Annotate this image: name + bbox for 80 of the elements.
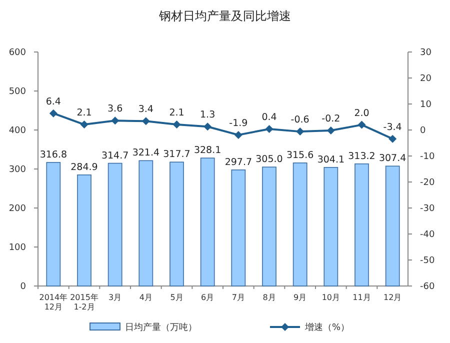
y2-tick-label: -10 <box>420 152 435 162</box>
data-label: 307.4 <box>378 153 406 164</box>
y2-tick-label: -30 <box>420 204 435 214</box>
y-tick-label: 200 <box>8 204 26 214</box>
point <box>172 120 181 129</box>
bar <box>170 162 184 286</box>
data-label: -0.2 <box>322 114 340 125</box>
x-tick-label: 6月 <box>201 293 214 302</box>
x-tick-label: 2015年 1-2月 <box>70 293 98 312</box>
bar <box>292 162 308 286</box>
y-tick-label: 600 <box>8 48 26 58</box>
y-tick-label: 400 <box>8 126 26 136</box>
data-label: 284.9 <box>70 162 98 173</box>
data-label: 317.7 <box>163 149 190 160</box>
data-label: 315.6 <box>286 150 314 161</box>
bar <box>200 158 215 286</box>
point <box>111 116 120 125</box>
data-label: 2.0 <box>354 108 370 119</box>
data-label: 2.1 <box>76 108 92 119</box>
data-label: -3.4 <box>383 122 402 133</box>
data-label: 314.7 <box>101 150 129 162</box>
point <box>49 109 58 118</box>
y2-tick-label: -40 <box>420 230 435 240</box>
y-tick-label: 500 <box>8 87 26 97</box>
data-label: 2.1 <box>169 108 184 119</box>
y2-tick-label: -20 <box>420 178 435 188</box>
y2-tick-label: 30 <box>420 48 432 58</box>
y2-tick-label: -60 <box>420 282 435 292</box>
bar <box>324 167 338 286</box>
y2-tick-label: 0 <box>420 126 426 136</box>
bar <box>231 169 246 286</box>
legend-label: 日均产量（万吨） <box>125 322 197 333</box>
point <box>326 126 335 135</box>
y2-tick-label: -50 <box>420 256 435 266</box>
point <box>388 134 397 143</box>
data-label: 3.4 <box>138 104 154 116</box>
x-tick-label: 12月 <box>383 293 402 302</box>
point <box>234 130 242 139</box>
point <box>265 124 274 133</box>
data-label: 328.1 <box>194 145 222 156</box>
data-label: 316.8 <box>40 149 68 160</box>
point <box>204 122 212 131</box>
x-tick-label: 5月 <box>170 293 184 302</box>
data-label: 0.4 <box>262 112 277 123</box>
y-tick-label: 100 <box>8 243 26 253</box>
data-label: 304.1 <box>317 154 345 166</box>
x-tick-label: 7月 <box>232 293 245 302</box>
data-label: 3.6 <box>108 104 123 115</box>
data-label: 305.0 <box>256 154 283 166</box>
y2-tick-label: 20 <box>420 74 432 84</box>
point <box>358 120 366 129</box>
data-label: 321.4 <box>132 148 160 159</box>
point <box>142 117 150 126</box>
data-label: -0.6 <box>290 114 310 126</box>
bar <box>77 174 92 286</box>
legend-label: 增速（%） <box>304 322 350 333</box>
point <box>296 128 304 136</box>
chart-title: 钢材日均产量及同比增速 <box>158 9 291 23</box>
point <box>80 120 88 129</box>
x-tick-label: 10月 <box>322 293 340 302</box>
x-tick-label: 11月 <box>352 293 371 302</box>
bar <box>385 166 400 286</box>
x-tick-label: 8月 <box>262 293 276 302</box>
data-label: -1.9 <box>229 118 248 129</box>
bar <box>138 160 154 286</box>
data-label: 313.2 <box>348 150 376 162</box>
data-label: 297.7 <box>224 156 252 168</box>
y-tick-label: 300 <box>8 165 26 175</box>
bar <box>262 166 276 286</box>
y-tick-label: 0 <box>20 282 26 292</box>
bar <box>108 162 122 286</box>
data-label: 6.4 <box>46 96 61 108</box>
x-tick-label: 9月 <box>294 293 307 302</box>
y2-tick-label: 10 <box>420 100 432 110</box>
x-tick-label: 3月 <box>108 293 122 302</box>
x-tick-label: 4月 <box>139 293 152 302</box>
data-label: 1.3 <box>200 110 216 121</box>
bar <box>46 162 61 286</box>
x-tick-label: 2014年 12月 <box>39 293 68 312</box>
bar <box>354 163 369 286</box>
